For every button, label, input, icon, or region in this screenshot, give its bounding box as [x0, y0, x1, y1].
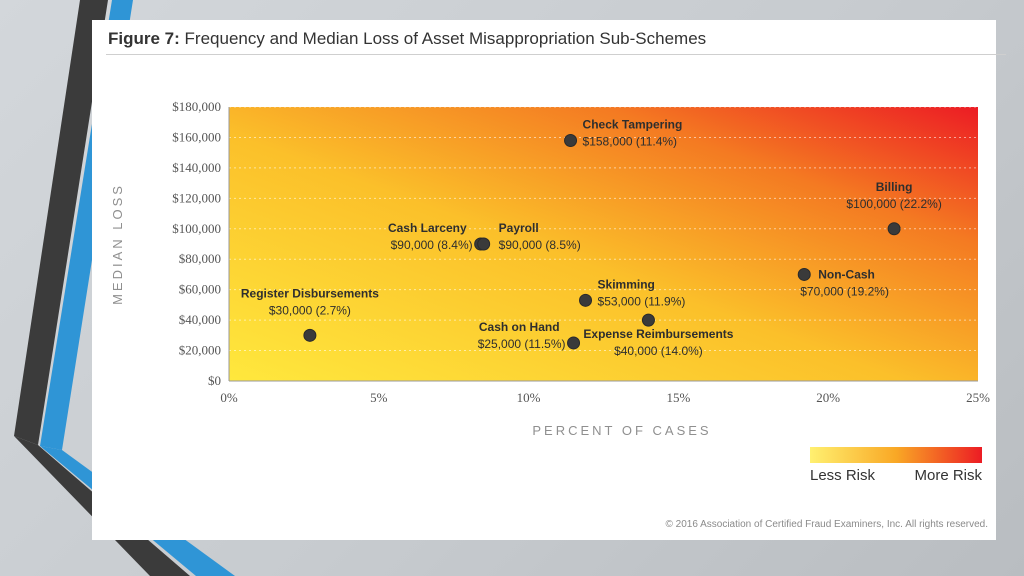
y-tick-label: $20,000	[179, 343, 221, 358]
point-value-label: $90,000 (8.4%)	[391, 238, 473, 252]
y-tick-label: $60,000	[179, 282, 221, 297]
scatter-chart: $0 $20,000 $40,000 $60,000 $80,000 $100,000 $1…	[110, 99, 990, 484]
figure-card: Figure 7: Frequency and Median Loss of A…	[92, 20, 1006, 540]
x-tick-label: 5%	[370, 390, 388, 405]
y-axis-label: MEDIAN LOSS	[110, 183, 125, 305]
figure-title-text: Frequency and Median Loss of Asset Misap…	[184, 29, 707, 48]
data-point	[567, 336, 581, 350]
y-tick-label: $100,000	[172, 221, 221, 236]
point-name-label: Expense Reimbursements	[583, 327, 733, 341]
x-axis-label: PERCENT OF CASES	[532, 423, 711, 438]
point-value-label: $25,000 (11.5%)	[478, 337, 566, 351]
y-tick-label: $0	[208, 373, 221, 388]
y-tick-label: $120,000	[172, 190, 221, 205]
data-points: Check Tampering $158,000 (11.4%) Billing $1…	[241, 117, 942, 358]
x-tick-label: 10%	[517, 390, 541, 405]
legend-low-label: Less Risk	[810, 467, 876, 484]
point-value-label: $70,000 (19.2%)	[800, 284, 889, 298]
point-name-label: Register Disbursements	[241, 286, 379, 300]
point-name-label: Cash on Hand	[479, 320, 560, 334]
point-value-label: $158,000 (11.4%)	[583, 134, 678, 148]
point-name-label: Billing	[876, 180, 913, 194]
x-tick-label: 15%	[666, 390, 690, 405]
x-tick-label: 25%	[966, 390, 990, 405]
data-point	[477, 237, 491, 251]
point-value-label: $53,000 (11.9%)	[598, 294, 686, 308]
point-value-label: $90,000 (8.5%)	[499, 238, 581, 252]
y-tick-label: $40,000	[179, 312, 221, 327]
point-value-label: $30,000 (2.7%)	[269, 303, 351, 317]
data-point	[579, 293, 593, 307]
point-value-label: $100,000 (22.2%)	[846, 197, 941, 211]
data-point	[303, 328, 317, 342]
y-tick-label: $160,000	[172, 129, 221, 144]
data-point	[887, 222, 901, 236]
point-name-label: Cash Larceny	[388, 221, 467, 235]
point-name-label: Payroll	[499, 221, 539, 235]
x-tick-label: 20%	[816, 390, 840, 405]
axes: $0 $20,000 $40,000 $60,000 $80,000 $100,000 $1…	[172, 99, 990, 405]
point-name-label: Check Tampering	[583, 117, 683, 131]
risk-legend-bar	[810, 447, 982, 463]
title-divider	[106, 54, 1006, 55]
y-tick-label: $140,000	[172, 160, 221, 175]
x-tick-label: 0%	[220, 390, 238, 405]
y-tick-label: $180,000	[172, 99, 221, 114]
y-tick-label: $80,000	[179, 251, 221, 266]
figure-title: Figure 7: Frequency and Median Loss of A…	[108, 29, 706, 49]
legend-high-label: More Risk	[914, 467, 982, 484]
point-name-label: Non-Cash	[818, 267, 875, 281]
risk-legend: Less Risk More Risk	[810, 447, 982, 484]
data-point	[797, 267, 811, 281]
point-value-label: $40,000 (14.0%)	[614, 344, 703, 358]
data-point	[564, 133, 578, 147]
figure-label: Figure 7:	[108, 29, 180, 48]
point-name-label: Skimming	[598, 277, 655, 291]
copyright-notice: © 2016 Association of Certified Fraud Ex…	[665, 519, 988, 530]
data-point	[641, 313, 655, 327]
plot-area	[229, 107, 978, 381]
dark-stripe	[14, 0, 108, 445]
